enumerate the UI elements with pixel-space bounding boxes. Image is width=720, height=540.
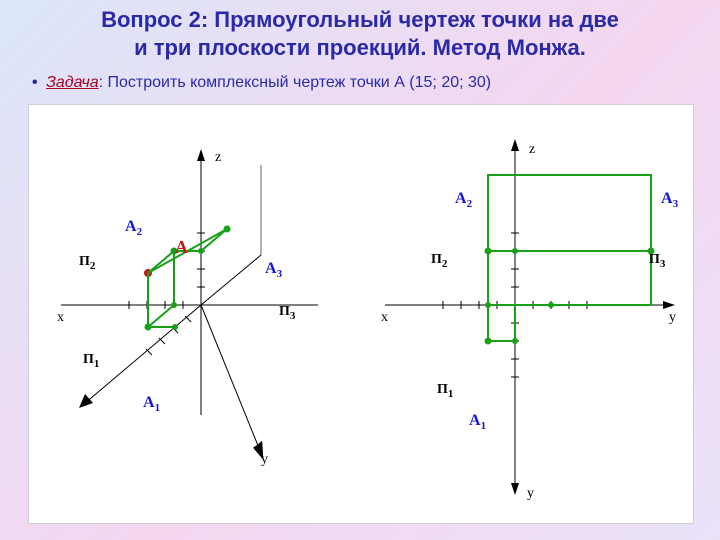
- title-line-2: и три плоскости проекций. Метод Монжа.: [134, 35, 586, 60]
- r-axis-x: x: [381, 310, 388, 325]
- plane-p1: П1: [83, 352, 99, 370]
- diagram-svg: z x y П2 П1 П3 A2 A3 A1 A: [29, 105, 693, 523]
- label-A1: A1: [143, 394, 160, 414]
- axis-z-label: z: [215, 150, 221, 165]
- axis-x-label: x: [57, 310, 64, 325]
- label-A3: A3: [265, 260, 283, 280]
- plane-p3: П3: [279, 304, 296, 322]
- bullet-icon: •: [32, 74, 38, 91]
- r-plane-p1: П1: [437, 382, 453, 400]
- title-line-1: Вопрос 2: Прямоугольный чертеж точки на …: [101, 7, 619, 32]
- left-diagram: z x y П2 П1 П3 A2 A3 A1 A: [57, 149, 318, 467]
- r-axis-yr: y: [669, 310, 676, 325]
- plane-p2: П2: [79, 254, 96, 272]
- r-label-A2: A2: [455, 190, 473, 210]
- task-text: : Построить комплексный чертеж точки А (…: [99, 74, 492, 91]
- r-label-A3: A3: [661, 190, 679, 210]
- label-A: A: [175, 237, 188, 257]
- task-label: Задача: [46, 74, 99, 91]
- r-label-A1: A1: [469, 412, 486, 432]
- task-line: • Задача: Построить комплексный чертеж т…: [32, 74, 491, 92]
- r-axis-z: z: [529, 142, 535, 157]
- label-A2: A2: [125, 218, 143, 238]
- page-title: Вопрос 2: Прямоугольный чертеж точки на …: [0, 6, 720, 61]
- r-plane-p2: П2: [431, 252, 448, 270]
- diagram-panel: z x y П2 П1 П3 A2 A3 A1 A: [28, 104, 694, 524]
- right-diagram: z x y y П2 П3 П1 A2 A3 A1: [381, 139, 679, 501]
- r-axis-yd: y: [527, 486, 534, 501]
